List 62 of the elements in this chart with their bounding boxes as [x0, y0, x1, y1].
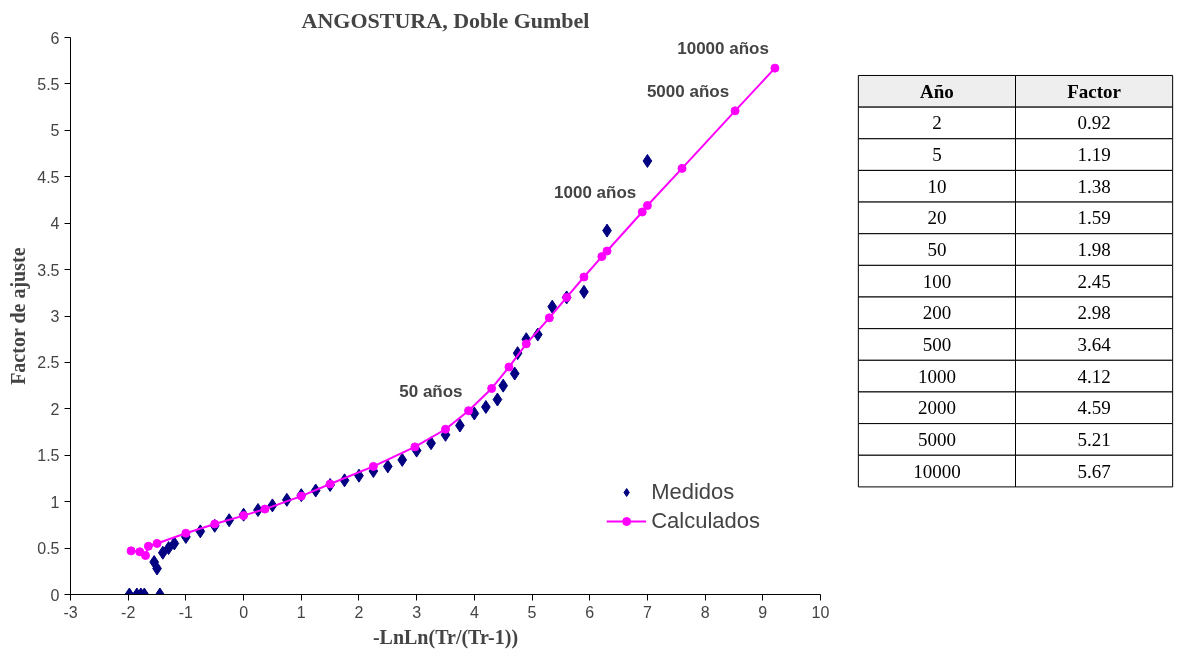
category-label: 20	[927, 207, 947, 229]
x-tick-label: 1	[296, 603, 306, 621]
x-tick-label: 5	[527, 603, 537, 621]
category-label: 2	[932, 112, 942, 134]
y-tick-label: 3	[50, 308, 60, 325]
data-label: 4.59	[1077, 397, 1111, 419]
data-label: 1.19	[1077, 144, 1111, 166]
category-label: 2000	[917, 397, 956, 419]
x-tick-label: 4	[469, 603, 479, 621]
category-label: 10	[927, 175, 947, 197]
data-label: 4.12	[1077, 365, 1111, 387]
y-tick-label: 2	[50, 400, 60, 418]
x-tick-label: -2	[121, 603, 136, 621]
annotation: 1000 años	[554, 183, 637, 203]
y-tick-label: 5	[50, 122, 60, 140]
category-label: 500	[922, 333, 952, 355]
category-label: 10000	[913, 460, 961, 482]
category-label: 1000	[917, 365, 956, 387]
x-axis-title: -LnLn(Tr/(Tr-1))	[372, 625, 519, 649]
y-tick-label: 0	[50, 586, 60, 604]
data-label: 3.64	[1077, 333, 1112, 355]
x-tick-label: 6	[585, 603, 595, 621]
x-tick-label: 3	[412, 603, 422, 621]
y-tick-label: 5.5	[37, 75, 60, 93]
y-axis-title: Factor de ajuste	[7, 247, 31, 385]
x-tick-label: 8	[700, 603, 710, 621]
category-label: 100	[922, 270, 952, 292]
data-label: 1.38	[1077, 175, 1111, 197]
x-tick-label: 0	[239, 603, 249, 621]
y-tick-label: 1.5	[37, 447, 60, 465]
annotation: 10000 años	[677, 39, 769, 59]
text: Factor	[1067, 80, 1122, 102]
y-tick-label: 3.5	[37, 261, 60, 279]
y-tick-label: 1	[50, 493, 60, 511]
text: Año	[920, 80, 954, 102]
y-tick-label: 6	[50, 29, 60, 47]
chart-title: ANGOSTURA, Doble Gumbel	[301, 7, 590, 33]
x-tick-label: 9	[758, 603, 768, 621]
data-label: 5.67	[1077, 460, 1111, 482]
y-tick-label: 4	[50, 215, 60, 233]
legend-label: Calculados	[651, 508, 760, 534]
category-label: 200	[922, 302, 952, 324]
x-tick-label: -3	[63, 603, 78, 621]
category-label: 5	[932, 144, 942, 166]
data-label: 2.45	[1077, 270, 1111, 292]
data-label: 1.59	[1077, 207, 1111, 229]
y-tick-label: 0.5	[37, 540, 60, 558]
data-label: 5.21	[1077, 428, 1111, 450]
annotation: 50 años	[399, 381, 463, 401]
x-tick-label: 7	[642, 603, 652, 621]
y-tick-label: 2.5	[37, 354, 60, 372]
x-tick-label: 10	[811, 603, 830, 621]
annotation: 5000 años	[646, 81, 730, 101]
x-tick-label: -1	[178, 603, 194, 621]
category-label: 5000	[917, 428, 956, 450]
data-label: 0.92	[1077, 112, 1111, 134]
legend-label: Medidos	[651, 479, 735, 505]
data-label: 2.98	[1077, 302, 1111, 324]
data-label: 1.98	[1077, 239, 1111, 261]
y-tick-label: 4.5	[37, 168, 60, 186]
category-label: 50	[927, 239, 947, 261]
x-tick-label: 2	[354, 603, 364, 621]
